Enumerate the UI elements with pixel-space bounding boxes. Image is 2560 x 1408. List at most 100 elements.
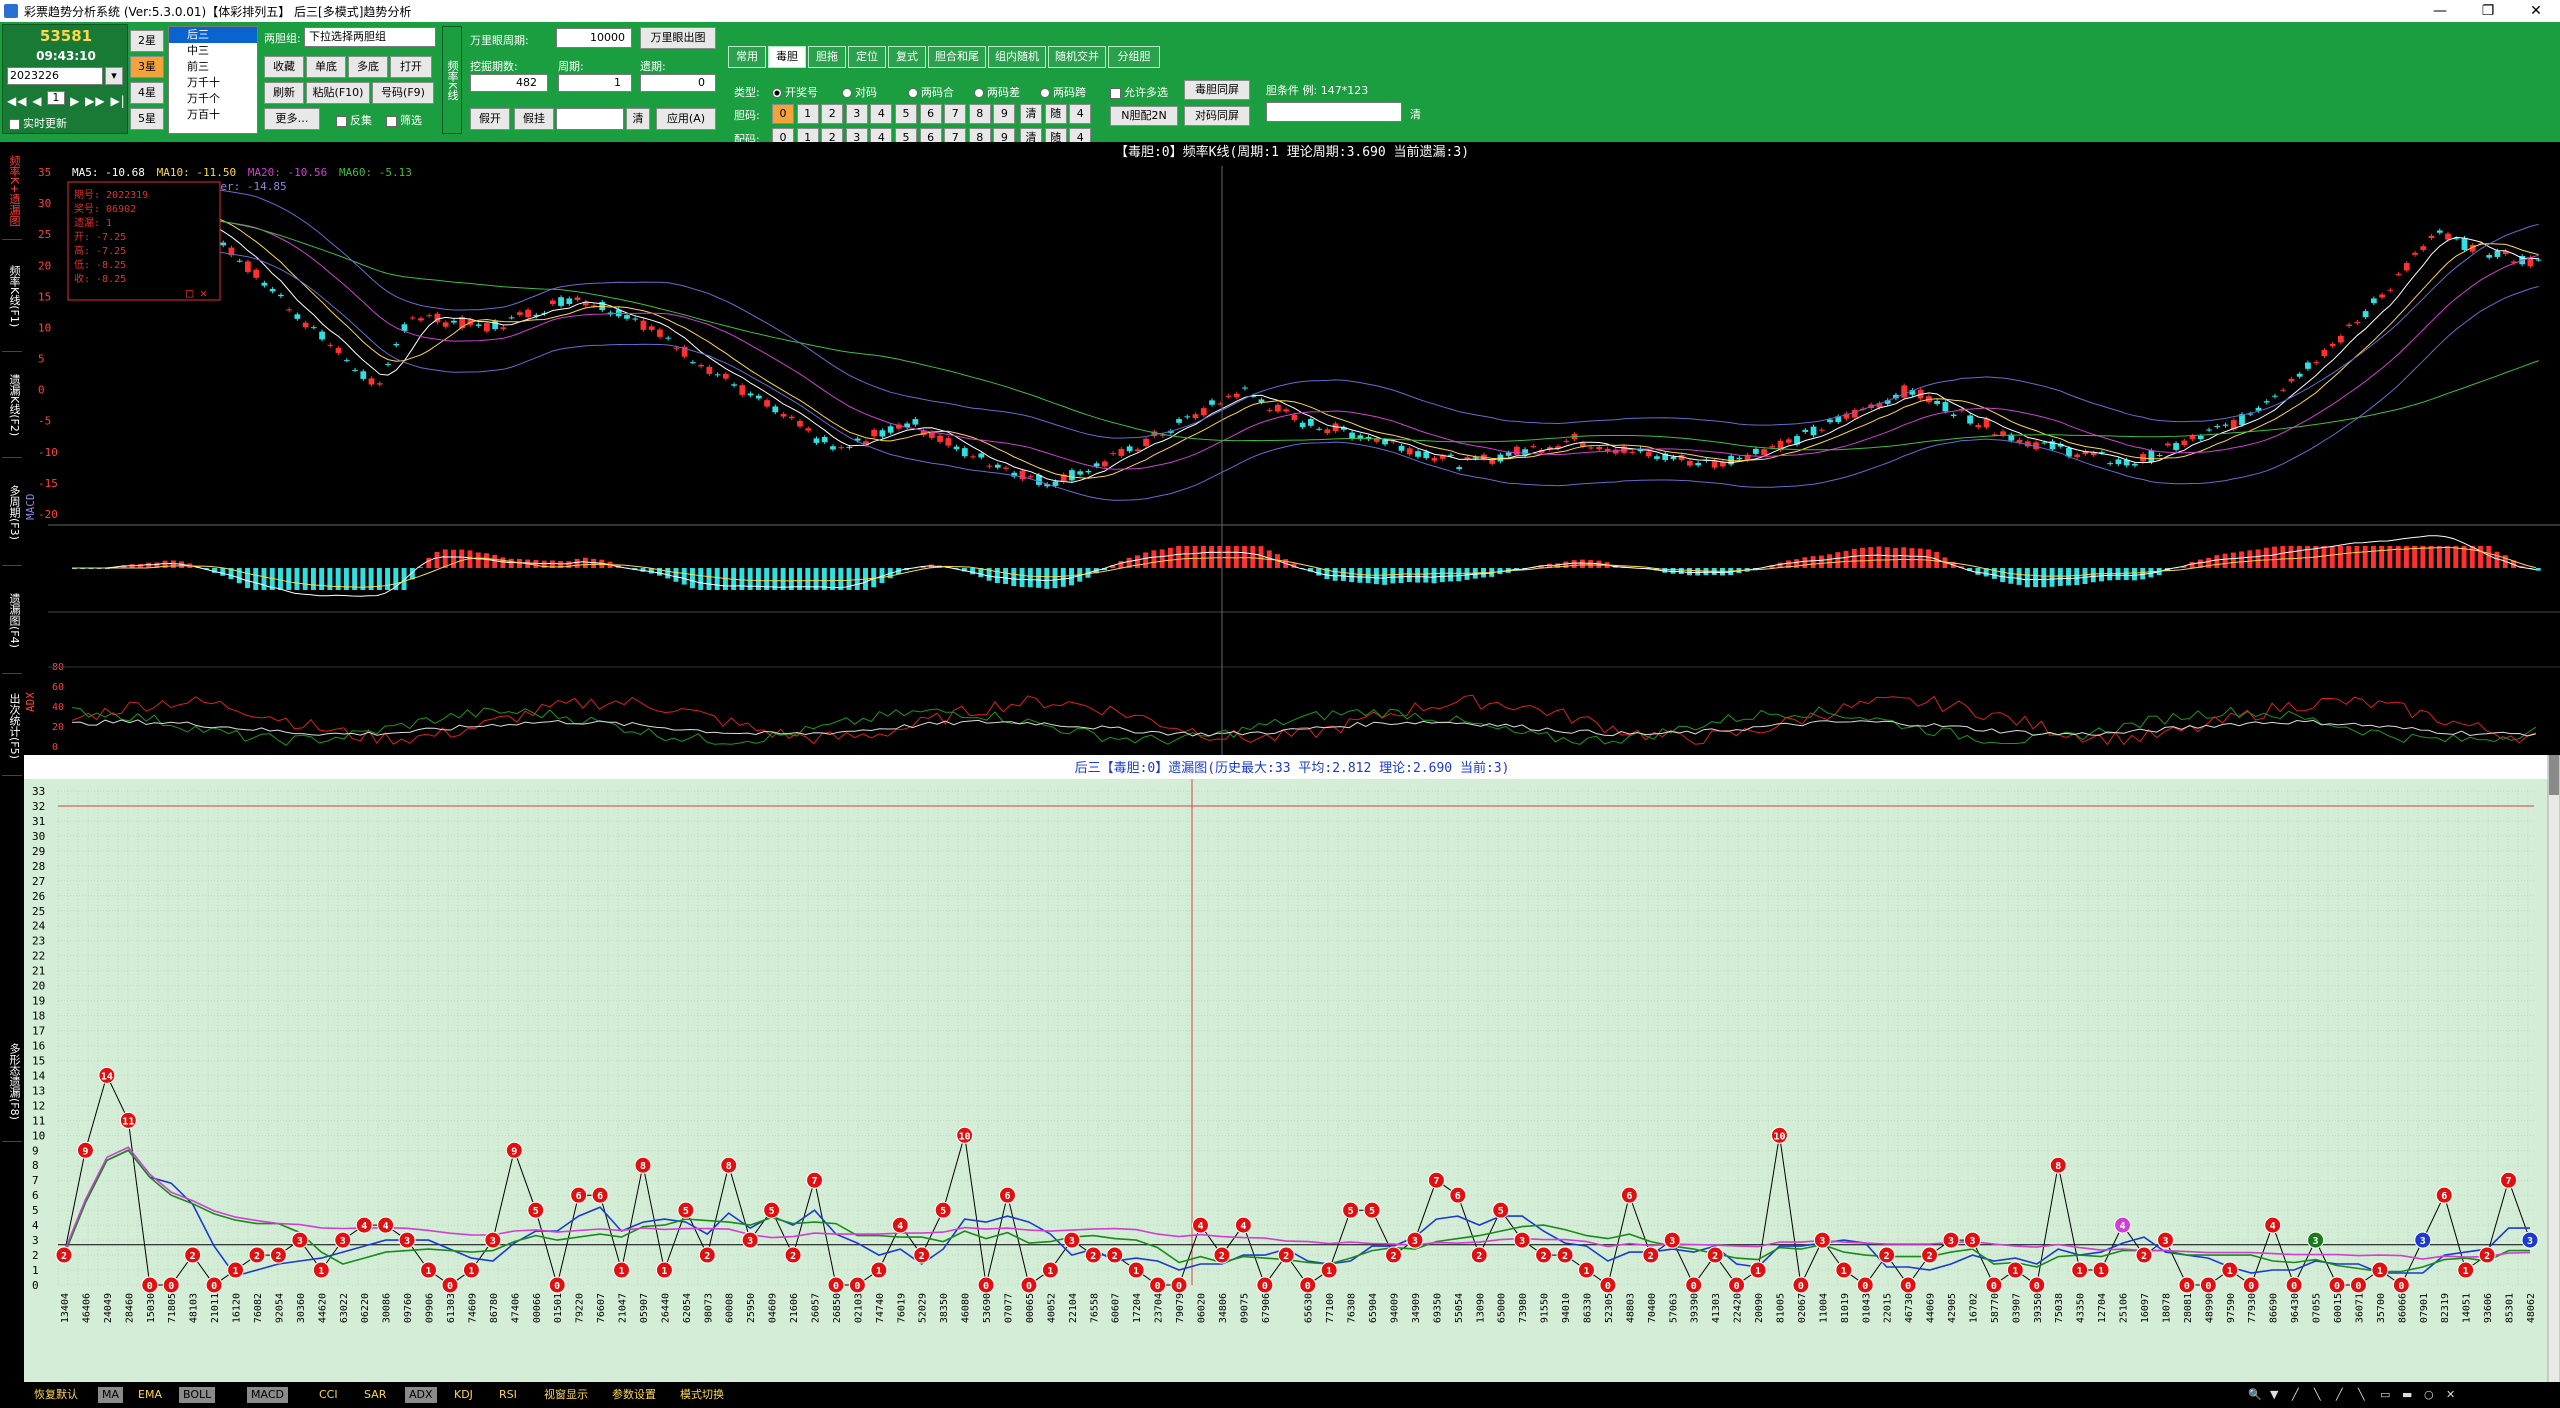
period-input[interactable]: 1	[558, 74, 632, 92]
draw-tool-icon[interactable]: ╱	[2336, 1388, 2343, 1401]
number-button[interactable]: 号码(F9)	[372, 82, 434, 104]
info-close-icon[interactable]: ✕	[200, 286, 207, 300]
fake-dist-button[interactable]: 假挂	[514, 108, 554, 130]
status-button-11[interactable]: 参数设置	[612, 1388, 656, 1401]
digit-button[interactable]: 2	[821, 104, 844, 124]
paste-button[interactable]: 粘贴(F10)	[306, 82, 370, 104]
cycle-chart-button[interactable]: 万里眼出图	[640, 27, 716, 49]
side-tab-1[interactable]: 频率K线(F1)	[2, 242, 22, 352]
star-4-button[interactable]: 4星	[130, 82, 164, 104]
status-button-7[interactable]: ADX	[405, 1387, 437, 1403]
tab-6[interactable]: 组内随机	[988, 46, 1046, 68]
nav-controls[interactable]: ◀◀ ◀ 1 ▶ ▶▶ ▶|	[7, 91, 126, 108]
star-2-button[interactable]: 2星	[130, 30, 164, 52]
digit-button[interactable]: 8	[968, 104, 991, 124]
status-button-6[interactable]: SAR	[364, 1388, 387, 1401]
fake-dist-input[interactable]	[556, 108, 624, 130]
status-button-3[interactable]: BOLL	[179, 1387, 216, 1403]
status-button-12[interactable]: 模式切换	[680, 1388, 724, 1401]
draw-tool-icon[interactable]: ▬	[2402, 1388, 2413, 1401]
false-open-button[interactable]: 假开	[470, 108, 510, 130]
star-5-button[interactable]: 5星	[130, 108, 164, 130]
open-button[interactable]: 打开	[390, 56, 432, 78]
position-item[interactable]: 中三	[187, 44, 209, 57]
cycle-input[interactable]: 10000	[556, 28, 632, 48]
type-radio-0[interactable]: 开奖号	[772, 84, 818, 100]
digit-button[interactable]: 9	[993, 104, 1016, 124]
draw-tool-icon[interactable]: 🔍	[2248, 1388, 2262, 1401]
draw-tool-icon[interactable]: ╱	[2292, 1388, 2299, 1401]
gap-input[interactable]: 0	[640, 74, 716, 92]
type-radio-2[interactable]: 两码合	[908, 84, 954, 100]
position-list[interactable]: 后三 中三 前三 万千十 万千个 万百十	[168, 26, 258, 134]
side-tab-0[interactable]: 频率K+遗漏图	[2, 142, 22, 240]
pair-same-screen-button[interactable]: 对码同屏	[1184, 106, 1250, 126]
type-radio-1[interactable]: 对码	[842, 84, 877, 100]
favorite-button[interactable]: 收藏	[264, 56, 304, 78]
star-3-button[interactable]: 3星	[130, 56, 164, 78]
position-item[interactable]: 万千个	[187, 92, 220, 105]
draw-tool-icon[interactable]: ▼	[2270, 1388, 2279, 1401]
type-radio-4[interactable]: 两码跨	[1040, 84, 1086, 100]
position-item[interactable]: 万百十	[187, 108, 220, 121]
digit-button[interactable]: 0	[772, 104, 794, 124]
calendar-dropdown-icon[interactable]: ▾	[105, 67, 123, 85]
n-gall-2n-button[interactable]: N胆配2N	[1110, 106, 1178, 126]
apply-button[interactable]: 应用(A)	[656, 108, 716, 130]
status-button-8[interactable]: KDJ	[454, 1388, 473, 1401]
kline-vertical-label[interactable]: 频率K线	[442, 26, 462, 134]
side-tab-3[interactable]: 多周期(F3)	[2, 460, 22, 566]
digit-button[interactable]: 7	[944, 104, 967, 124]
side-tab-4[interactable]: 遗漏图(F4)	[2, 568, 22, 674]
bottom-scroll-thumb[interactable]	[2549, 755, 2559, 795]
draw-tool-icon[interactable]: ▭	[2380, 1388, 2391, 1401]
draw-tool-icon[interactable]: ✕	[2446, 1388, 2456, 1401]
minimize-icon[interactable]: —	[2433, 3, 2447, 19]
side-tab-5[interactable]: 出次统计(F5)	[2, 676, 22, 776]
more-button[interactable]: 更多…	[264, 108, 320, 130]
info-pin-icon[interactable]: □	[186, 286, 193, 300]
digit-extra-button[interactable]: 4	[1069, 104, 1092, 124]
digit-button[interactable]: 4	[870, 104, 893, 124]
side-tab-6[interactable]: 多形态遗漏(F8)	[2, 1022, 22, 1142]
page-number[interactable]: 1	[47, 91, 66, 105]
multi-base-button[interactable]: 多底	[348, 56, 388, 78]
maximize-icon[interactable]: ❐	[2481, 3, 2495, 19]
clear-button[interactable]: 清	[626, 108, 650, 130]
single-base-button[interactable]: 单底	[306, 56, 346, 78]
position-item[interactable]: 后三	[169, 27, 257, 43]
reverse-check[interactable]: 反集	[336, 112, 372, 128]
digit-extra-button[interactable]: 随	[1044, 104, 1067, 124]
draw-tool-icon[interactable]: ○	[2424, 1388, 2434, 1401]
date-field[interactable]: 2023226	[7, 67, 103, 85]
filter-check[interactable]: 筛选	[386, 112, 422, 128]
type-radio-3[interactable]: 两码差	[974, 84, 1020, 100]
refresh-button[interactable]: 刷新	[264, 82, 304, 104]
tab-4[interactable]: 复式	[888, 46, 926, 68]
tab-1[interactable]: 毒胆	[768, 46, 806, 68]
status-button-10[interactable]: 视窗显示	[544, 1388, 588, 1401]
status-button-4[interactable]: MACD	[247, 1387, 288, 1403]
poison-same-screen-button[interactable]: 毒胆同屏	[1184, 80, 1250, 100]
digit-button[interactable]: 6	[919, 104, 942, 124]
digit-button[interactable]: 5	[895, 104, 917, 124]
allow-multi-check[interactable]: 允许多选	[1110, 84, 1168, 100]
digit-button[interactable]: 1	[796, 104, 819, 124]
position-item[interactable]: 前三	[187, 60, 209, 73]
draw-tool-icon[interactable]: ╲	[2358, 1388, 2365, 1401]
group-select[interactable]: 下拉选择两胆组	[304, 27, 436, 47]
status-button-2[interactable]: EMA	[138, 1388, 162, 1401]
close-icon[interactable]: ✕	[2530, 3, 2542, 19]
mining-input[interactable]: 482	[470, 74, 548, 92]
realtime-check[interactable]: 实时更新	[9, 115, 67, 131]
status-button-1[interactable]: MA	[98, 1387, 124, 1403]
draw-tool-icon[interactable]: ╲	[2314, 1388, 2321, 1401]
tab-8[interactable]: 分组胆	[1108, 46, 1160, 68]
status-button-0[interactable]: 恢复默认	[34, 1388, 78, 1401]
bottom-scrollbar[interactable]	[2547, 754, 2560, 1384]
tab-3[interactable]: 定位	[848, 46, 886, 68]
tab-5[interactable]: 胆合和尾	[928, 46, 986, 68]
cond-input[interactable]	[1266, 102, 1402, 122]
cond-clear-button[interactable]: 清	[1410, 108, 1421, 121]
tab-0[interactable]: 常用	[728, 46, 766, 68]
